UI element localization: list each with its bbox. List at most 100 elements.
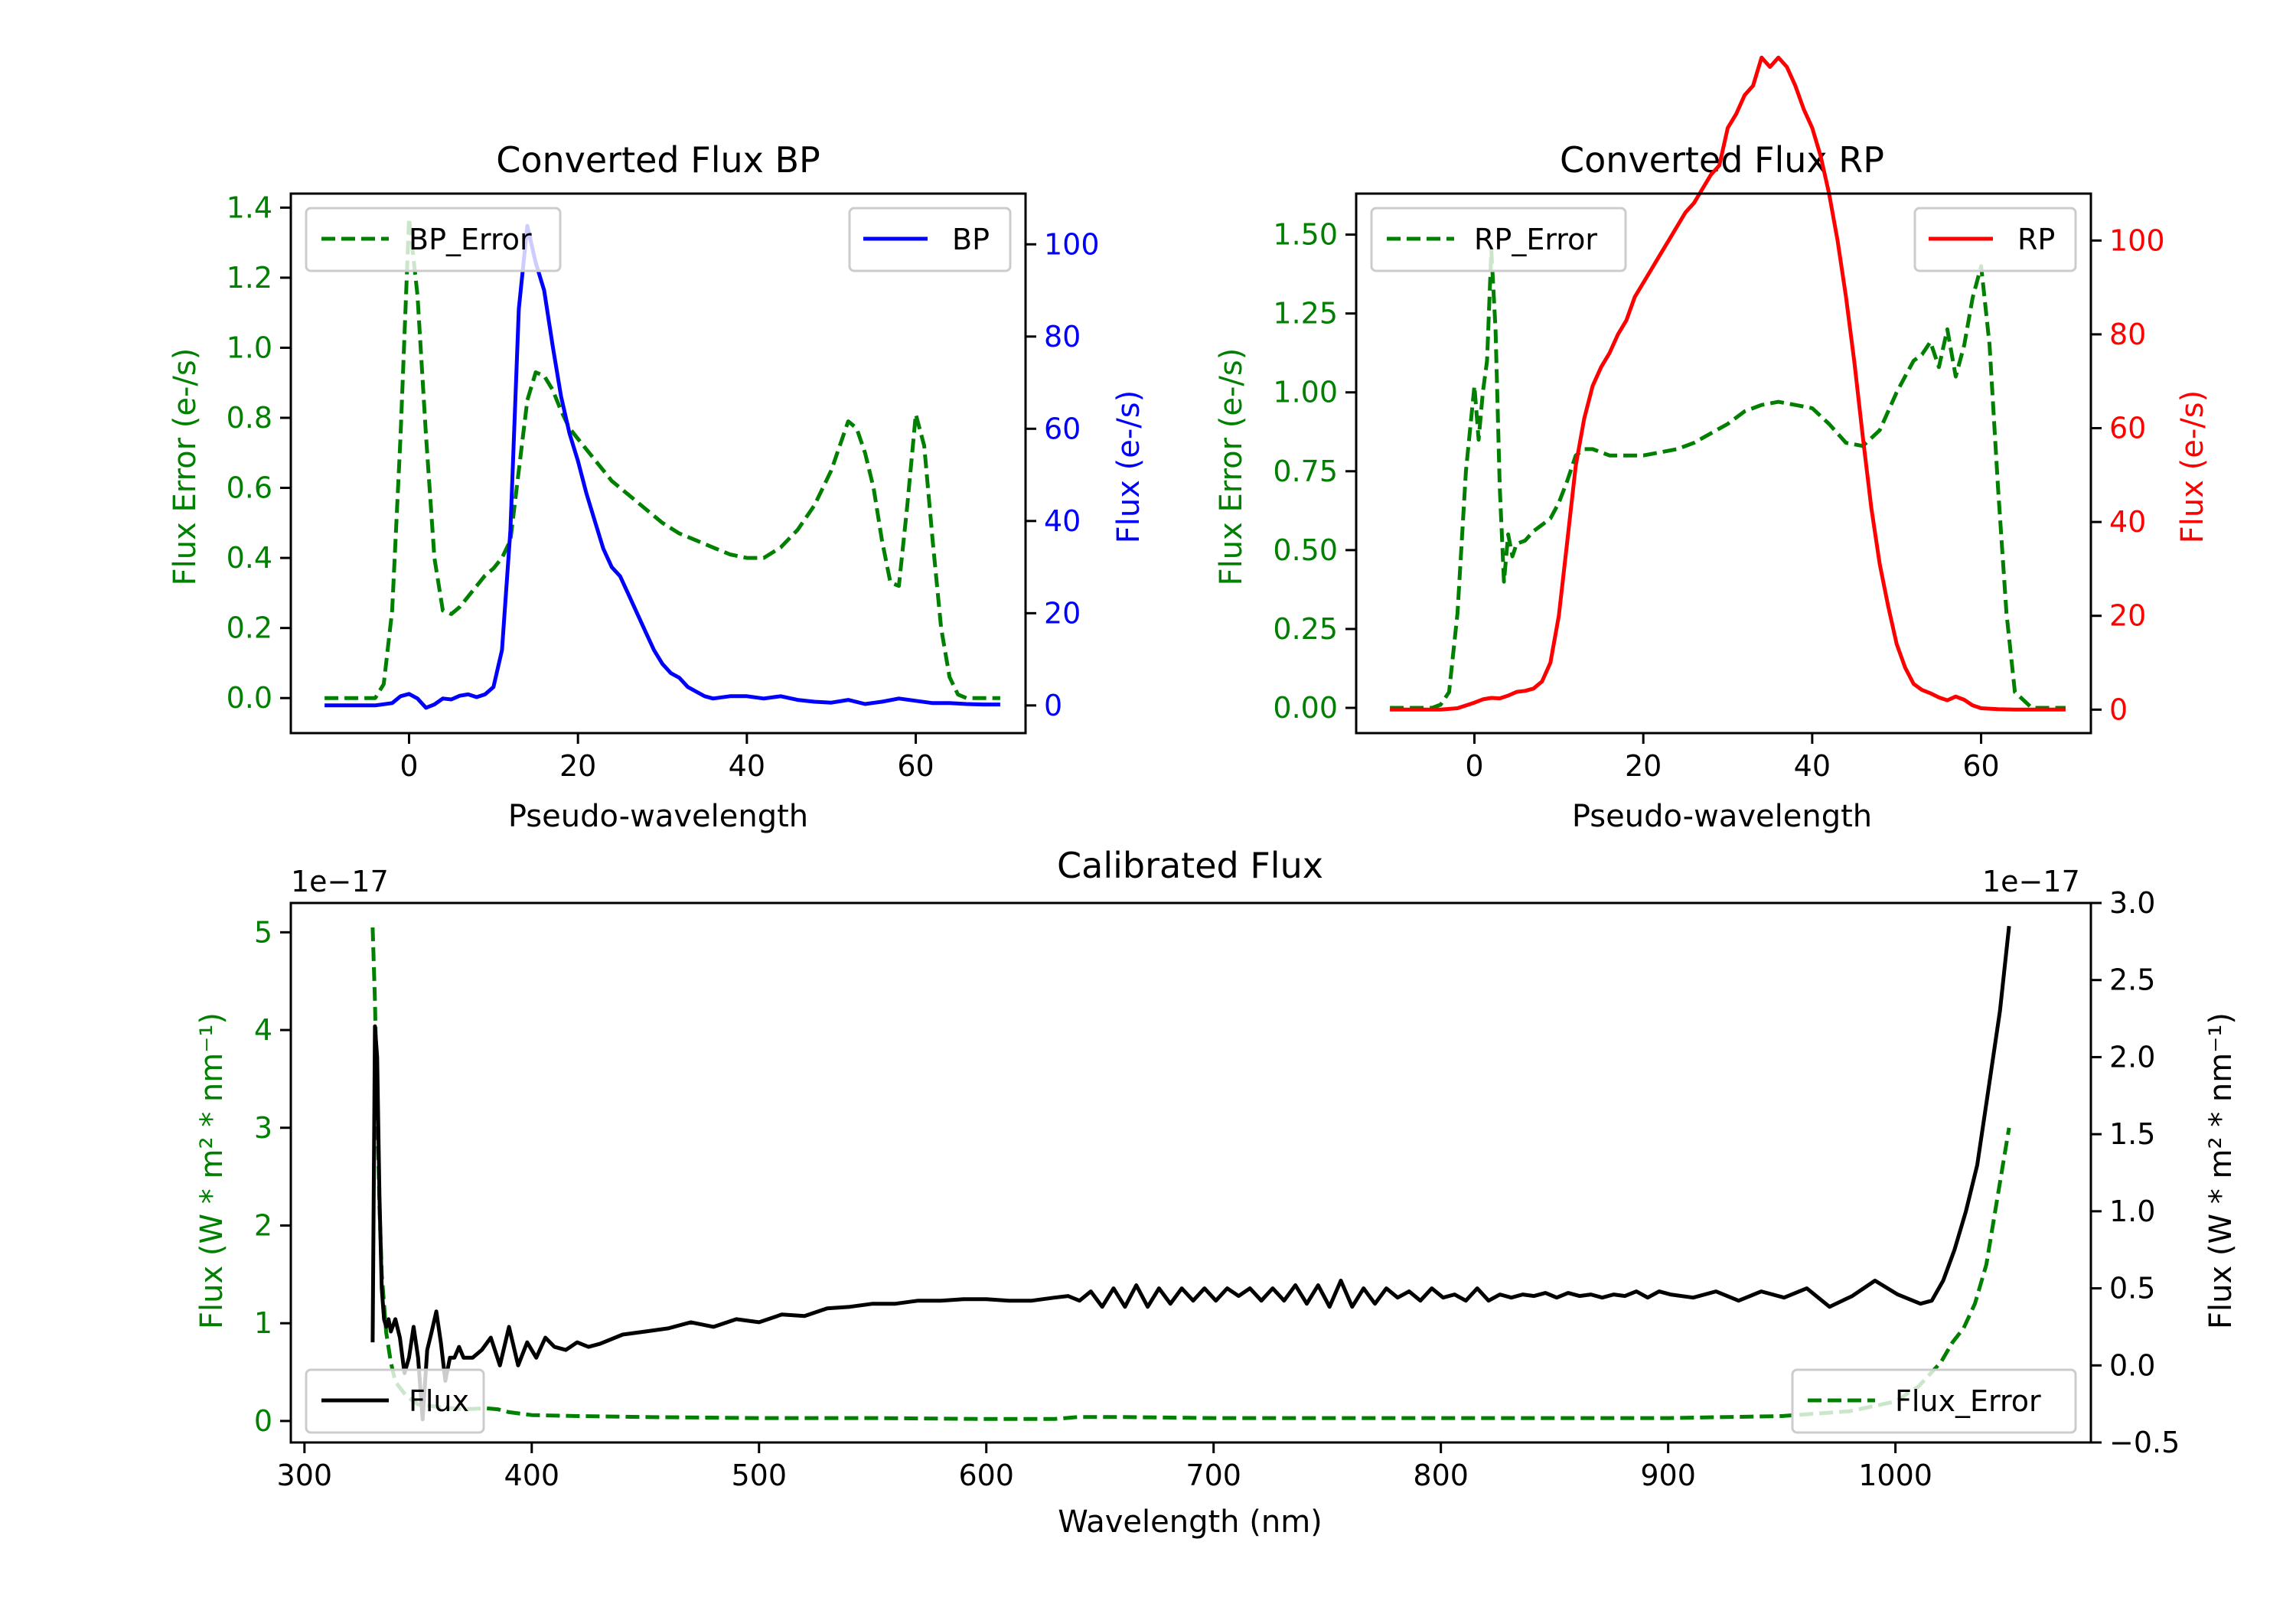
bp-left-tick-label: 0.6 [227,471,272,505]
calibrated-right-tick-label: 0.0 [2109,1348,2155,1382]
bp-right-tick-label: 80 [1044,320,1081,354]
calibrated-chart-title: Calibrated Flux [1057,845,1323,886]
rp-x-tick-label: 0 [1465,749,1483,783]
calibrated-x-tick-label: 400 [504,1459,560,1492]
bp-left-tick-label: 0.8 [227,401,272,435]
rp-left-tick-label: 1.25 [1273,297,1338,331]
calibrated-left-axis-label: Flux (W * m² * nm⁻¹) [194,1012,230,1329]
calibrated-left-ticks: 0 1 2 3 4 5 [254,915,291,1438]
bp-right-tick-label: 20 [1044,596,1081,630]
rp-right-tick-label: 60 [2109,412,2146,445]
rp-left-tick-label: 1.50 [1273,218,1338,252]
bp-left-ticks: 0.0 0.2 0.4 0.6 0.8 1.0 1.2 1.4 [227,191,291,715]
rp-legend-flux-label: RP [2017,223,2055,256]
calibrated-x-tick-label: 600 [958,1459,1014,1492]
calibrated-left-tick-label: 1 [254,1306,272,1340]
bp-plot-frame [289,192,1027,735]
bp-chart-title: Converted Flux BP [496,139,820,181]
bp-left-tick-label: 0.2 [227,611,272,645]
rp-x-tick-label: 60 [1962,749,1999,783]
bp-series-bp [325,223,1000,710]
calibrated-left-tick-label: 4 [254,1013,272,1047]
bp-lines [325,216,1000,710]
rp-left-axis-label: Flux Error (e-/s) [1214,348,1249,586]
bp-x-tick-label: 40 [729,749,765,783]
bp-right-tick-label: 100 [1044,227,1100,261]
bp-left-tick-label: 0.0 [227,681,272,715]
calibrated-left-offset: 1e−17 [291,865,389,898]
bp-left-tick-label: 1.2 [227,261,272,295]
calibrated-x-axis-label: Wavelength (nm) [1058,1504,1322,1540]
rp-left-tick-label: 0.75 [1273,455,1338,488]
calibrated-right-tick-label: 0.5 [2109,1272,2155,1305]
bp-legend-left: BP_Error [305,207,562,272]
rp-left-tick-label: 1.00 [1273,376,1338,409]
calibrated-legend-flux-label: Flux [409,1384,469,1418]
rp-right-axis-label: Flux (e-/s) [2175,390,2210,543]
calibrated-left-tick-label: 0 [254,1404,272,1438]
calibrated-right-tick-label: 2.0 [2109,1040,2155,1074]
rp-left-ticks: 0.00 0.25 0.50 0.75 1.00 1.25 1.50 [1273,218,1356,725]
rp-legend-error-label: RP_Error [1474,223,1597,256]
calibrated-chart: Calibrated Flux Wavelength (nm) Flux (W … [194,845,2239,1540]
rp-x-axis-label: Pseudo-wavelength [1572,799,1872,834]
bp-chart: Converted Flux BP Pseudo-wavelength Flux… [168,139,1146,834]
bp-right-tick-label: 40 [1044,504,1081,538]
calibrated-right-tick-label: 2.5 [2109,963,2155,997]
calibrated-x-tick-label: 300 [277,1459,333,1492]
calibrated-left-tick-label: 2 [254,1208,272,1242]
bp-right-tick-label: 60 [1044,412,1081,445]
rp-x-ticks: 0 20 40 60 [1465,733,2000,783]
calibrated-x-tick-label: 1000 [1858,1459,1932,1492]
bp-x-tick-label: 60 [897,749,934,783]
bp-legend-flux-label: BP [952,223,990,256]
rp-chart: Converted Flux RP Pseudo-wavelength Flux… [1214,55,2210,834]
calibrated-x-tick-label: 800 [1413,1459,1469,1492]
bp-x-axis-label: Pseudo-wavelength [508,799,808,834]
bp-left-tick-label: 1.0 [227,331,272,364]
bp-x-tick-label: 0 [400,749,418,783]
calibrated-right-tick-label: 3.0 [2109,886,2155,920]
calibrated-x-tick-label: 700 [1186,1459,1241,1492]
rp-left-tick-label: 0.50 [1273,533,1338,567]
rp-legend-left: RP_Error [1370,207,1627,272]
bp-series-bp-error [325,216,1000,700]
calibrated-x-tick-label: 500 [731,1459,787,1492]
rp-plot-frame [1355,192,2092,735]
rp-x-tick-label: 20 [1625,749,1662,783]
rp-x-tick-label: 40 [1794,749,1831,783]
calibrated-right-ticks: −0.5 0.0 0.5 1.0 1.5 2.0 2.5 3.0 [2091,886,2180,1459]
rp-right-tick-label: 100 [2109,223,2165,257]
rp-right-tick-label: 40 [2109,505,2146,539]
rp-legend-right: RP [1913,207,2077,272]
bp-legend-error-label: BP_Error [409,223,532,256]
rp-series-rp [1390,55,2066,712]
calibrated-plot-frame [289,901,2092,1444]
bp-right-ticks: 0 20 40 60 80 100 [1026,227,1100,722]
calibrated-right-tick-label: 1.0 [2109,1195,2155,1228]
bp-x-ticks: 0 20 40 60 [400,733,934,783]
calibrated-x-tick-label: 900 [1640,1459,1696,1492]
bp-left-tick-label: 0.4 [227,541,272,575]
calibrated-legend-right: Flux_Error [1791,1368,2077,1434]
bp-left-tick-label: 1.4 [227,191,272,224]
bp-legend-right: BP [848,207,1012,272]
calibrated-right-tick-label: 1.5 [2109,1117,2155,1151]
calibrated-left-tick-label: 3 [254,1111,272,1145]
rp-right-tick-label: 80 [2109,318,2146,351]
calibrated-series-flux [370,925,2011,1422]
rp-right-tick-label: 0 [2109,693,2128,726]
calibrated-legend-left: Flux [305,1368,485,1434]
calibrated-right-tick-label: −0.5 [2109,1426,2180,1459]
calibrated-right-axis-label: Flux (W * m² * nm⁻¹) [2203,1012,2239,1329]
calibrated-x-ticks: 300 400 500 600 700 800 900 1000 [277,1442,1932,1492]
bp-left-axis-label: Flux Error (e-/s) [168,348,203,586]
calibrated-right-offset: 1e−17 [1982,865,2080,898]
calibrated-lines [370,925,2011,1422]
calibrated-legend-error-label: Flux_Error [1895,1384,2041,1418]
rp-left-tick-label: 0.25 [1273,612,1338,646]
bp-x-tick-label: 20 [559,749,596,783]
rp-right-tick-label: 20 [2109,599,2146,633]
calibrated-left-tick-label: 5 [254,915,272,949]
